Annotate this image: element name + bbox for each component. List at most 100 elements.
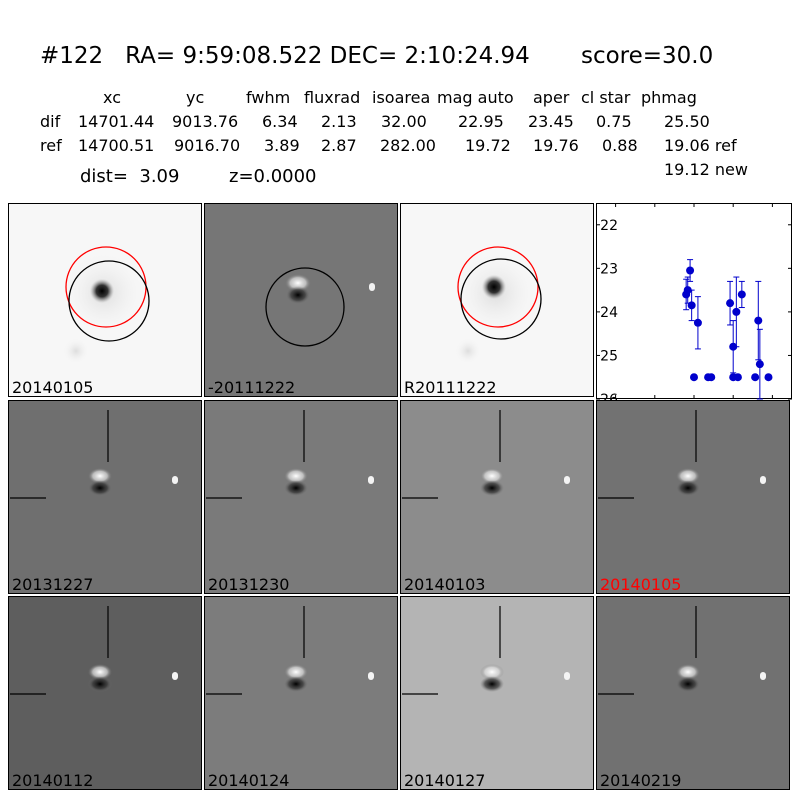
data-point	[686, 259, 695, 282]
col-header-yc: yc	[186, 88, 205, 107]
epoch-stamp: 20140219	[596, 596, 790, 790]
ref-phmag: 19.06 ref	[664, 136, 737, 155]
positive-residual	[676, 468, 700, 484]
epoch-stamp-svg	[400, 400, 594, 594]
point-marker	[764, 373, 773, 382]
positive-residual	[480, 468, 504, 484]
stamp-background	[400, 400, 594, 594]
point-marker	[737, 290, 746, 299]
diff-image-stamp-svg	[204, 203, 398, 397]
data-point	[693, 296, 702, 350]
epoch-stamp: 20140127	[400, 596, 594, 790]
positive-residual	[480, 664, 504, 680]
ref-image-stamp-svg	[400, 203, 594, 397]
stamp-frame	[204, 400, 398, 594]
stamp-label: 20140112	[12, 771, 94, 790]
point-marker	[751, 373, 760, 382]
light-curve-chart: 2223242526 −100−50050100	[596, 203, 792, 423]
stamp-background	[400, 596, 594, 790]
stamp-background	[8, 596, 202, 790]
point-marker	[726, 299, 735, 308]
stamp-label: 20140124	[208, 771, 290, 790]
negative-residual	[480, 480, 504, 496]
black-aperture-circle	[265, 267, 345, 347]
dif-xc: 14701.44	[78, 112, 155, 131]
stamp-frame	[8, 596, 202, 790]
col-header-mag-auto: mag auto	[437, 88, 514, 107]
epoch-stamp: 20140103	[400, 400, 594, 594]
ref-isoarea: 282.00	[380, 136, 436, 155]
ref-mag-auto: 19.72	[465, 136, 511, 155]
stamp-label: 20140219	[600, 771, 682, 790]
data-points	[682, 259, 773, 400]
red-aperture-circle	[457, 246, 539, 328]
col-header-aper: aper	[533, 88, 570, 107]
negative-residual	[480, 676, 504, 692]
stamp-label: -20111222	[208, 378, 296, 397]
epoch-stamp-svg	[400, 596, 594, 790]
epoch-stamp-svg	[8, 596, 202, 790]
nearby-source	[564, 672, 570, 680]
ref-xc: 14700.51	[78, 136, 155, 155]
negative-residual	[284, 676, 308, 692]
row-label-ref: ref	[40, 136, 62, 155]
row-label-dif: dif	[40, 112, 61, 131]
epoch-stamp-svg	[8, 400, 202, 594]
stamp-background	[596, 400, 790, 594]
point-marker	[693, 318, 702, 327]
point-marker	[729, 342, 738, 351]
stamp-reference-image: R20111222	[400, 203, 594, 397]
stamp-frame	[204, 596, 398, 790]
point-marker	[686, 266, 695, 275]
col-header-fluxrad: fluxrad	[304, 88, 361, 107]
phmag-new: 19.12 new	[664, 160, 748, 179]
stamp-label: 20140105	[600, 575, 682, 594]
stamp-frame	[596, 596, 790, 790]
redshift-value: z=0.0000	[229, 166, 317, 187]
nearby-source	[368, 476, 374, 484]
dif-aper: 23.45	[528, 112, 574, 131]
dist-value: dist= 3.09	[80, 166, 180, 187]
point-marker	[683, 286, 692, 295]
dif-yc: 9013.76	[172, 112, 239, 131]
point-marker	[690, 373, 698, 382]
y-tick-label: 23	[600, 261, 618, 277]
stamp-background	[596, 596, 790, 790]
ref-cl-star: 0.88	[602, 136, 638, 155]
point-marker	[755, 360, 764, 369]
data-point	[737, 280, 746, 309]
dif-phmag: 25.50	[664, 112, 710, 131]
positive-residual	[88, 664, 112, 680]
stamp-background	[204, 400, 398, 594]
dif-cl-star: 0.75	[596, 112, 632, 131]
stamp-frame	[596, 400, 790, 594]
epoch-stamp-svg	[204, 596, 398, 790]
point-marker	[733, 373, 742, 382]
col-header-fwhm: fwhm	[246, 88, 291, 107]
data-point	[733, 373, 742, 382]
stamp-label: 20131230	[208, 575, 290, 594]
dif-isoarea: 32.00	[381, 112, 427, 131]
epoch-stamp: 20140105	[596, 400, 790, 594]
epoch-stamp: 20131230	[204, 400, 398, 594]
nearby-source	[760, 476, 766, 484]
y-tick-label: 25	[600, 348, 618, 364]
positive-residual	[284, 468, 308, 484]
data-point	[729, 320, 738, 374]
black-aperture-circle	[68, 260, 150, 342]
col-header-cl-star: cl star	[581, 88, 631, 107]
stamp-label: R20111222	[404, 378, 497, 397]
col-header-isoarea: isoarea	[372, 88, 431, 107]
nearby-source	[760, 672, 766, 680]
col-header-phmag: phmag	[641, 88, 697, 107]
epoch-stamp: 20140112	[8, 596, 202, 790]
negative-residual	[676, 480, 700, 496]
negative-residual	[88, 676, 112, 692]
nearby-source	[172, 476, 178, 484]
positive-residual	[676, 664, 700, 680]
data-point	[751, 373, 760, 382]
y-tick-label: 24	[600, 305, 618, 321]
ref-fluxrad: 2.87	[321, 136, 357, 155]
point-marker	[732, 307, 741, 316]
positive-residual	[284, 664, 308, 680]
